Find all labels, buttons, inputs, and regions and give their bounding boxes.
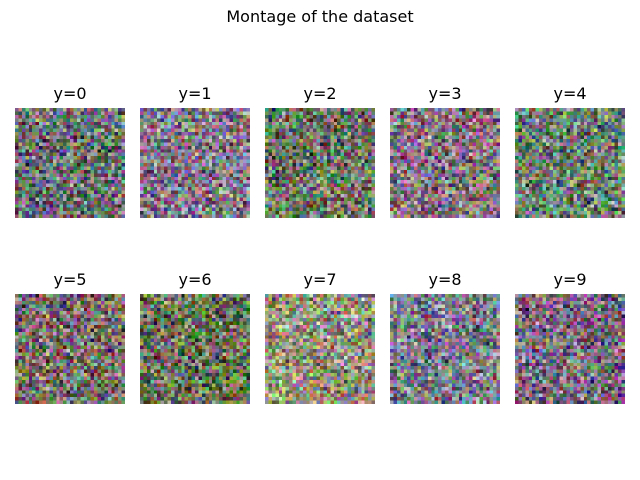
tile-label: y=6 (178, 270, 212, 289)
montage-tile: y=7 (265, 270, 375, 404)
tile-label: y=0 (53, 84, 87, 103)
tile-label: y=4 (553, 84, 587, 103)
montage-tile: y=2 (265, 84, 375, 218)
noise-image (140, 108, 250, 218)
montage-tile: y=4 (515, 84, 625, 218)
tile-label: y=9 (553, 270, 587, 289)
tile-label: y=1 (178, 84, 212, 103)
noise-image (265, 108, 375, 218)
montage-tile: y=9 (515, 270, 625, 404)
figure-title: Montage of the dataset (226, 7, 414, 26)
tile-label: y=3 (428, 84, 462, 103)
noise-image (15, 108, 125, 218)
noise-image (15, 294, 125, 404)
tile-label: y=8 (428, 270, 462, 289)
tile-label: y=7 (303, 270, 337, 289)
noise-image (390, 294, 500, 404)
montage-tile: y=6 (140, 270, 250, 404)
tile-label: y=5 (53, 270, 87, 289)
noise-image (515, 294, 625, 404)
noise-image (265, 294, 375, 404)
noise-image (515, 108, 625, 218)
noise-image (140, 294, 250, 404)
montage-tile: y=1 (140, 84, 250, 218)
montage-tile: y=8 (390, 270, 500, 404)
noise-image (390, 108, 500, 218)
montage-tile: y=5 (15, 270, 125, 404)
montage-tile: y=0 (15, 84, 125, 218)
tile-label: y=2 (303, 84, 337, 103)
montage-tile: y=3 (390, 84, 500, 218)
